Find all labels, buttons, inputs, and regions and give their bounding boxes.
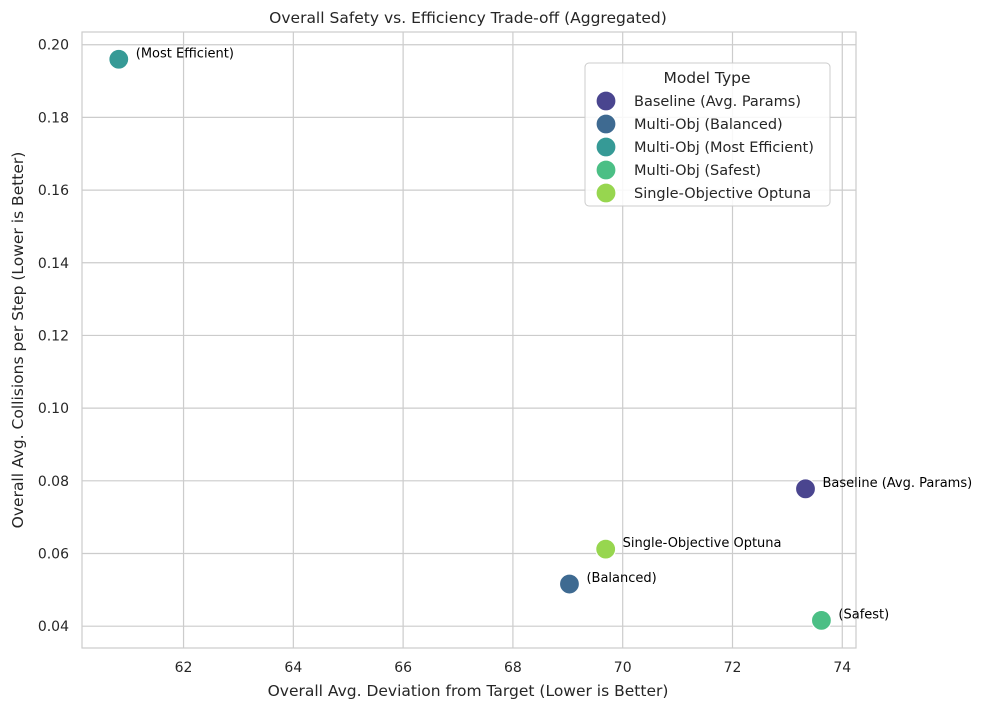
data-point xyxy=(108,48,130,70)
x-tick-label: 64 xyxy=(284,660,302,676)
x-tick-label: 72 xyxy=(724,660,742,676)
legend-entry: Multi-Obj (Safest) xyxy=(634,163,761,179)
data-point xyxy=(558,573,581,595)
data-point xyxy=(794,478,817,500)
legend-marker xyxy=(595,136,617,158)
point-label: (Safest) xyxy=(838,607,889,622)
point-label: (Balanced) xyxy=(586,571,656,586)
legend: Model Type Baseline (Avg. Params) Multi-O… xyxy=(584,62,831,207)
y-axis-ticks: 0.04 0.06 0.08 0.10 0.12 0.14 0.16 0.18 0.20 xyxy=(38,38,69,635)
y-tick-label: 0.10 xyxy=(38,401,69,417)
y-tick-label: 0.18 xyxy=(38,110,69,126)
x-tick-label: 68 xyxy=(504,660,522,676)
x-axis-label: Overall Avg. Deviation from Target (Lowe… xyxy=(268,682,669,700)
data-points: Baseline (Avg. Params) (Balanced) (Most Ef… xyxy=(108,46,972,631)
legend-entry: Multi-Obj (Most Efficient) xyxy=(634,140,814,156)
x-axis-ticks: 62 64 66 68 70 72 74 xyxy=(175,660,852,676)
y-tick-label: 0.16 xyxy=(38,183,69,199)
legend-entry: Baseline (Avg. Params) xyxy=(634,94,801,110)
data-point xyxy=(595,538,617,560)
y-tick-label: 0.06 xyxy=(38,547,69,563)
x-tick-label: 62 xyxy=(175,660,193,676)
x-tick-label: 66 xyxy=(394,660,412,676)
legend-marker xyxy=(595,90,617,112)
point-label: Baseline (Avg. Params) xyxy=(822,476,972,491)
x-tick-label: 70 xyxy=(614,660,632,676)
legend-entry: Multi-Obj (Balanced) xyxy=(634,117,783,133)
point-label: Single-Objective Optuna xyxy=(623,536,782,551)
chart-title: Overall Safety vs. Efficiency Trade-off … xyxy=(269,9,667,27)
legend-marker xyxy=(595,182,617,204)
y-tick-label: 0.04 xyxy=(38,619,69,635)
plot-frame xyxy=(81,31,857,649)
legend-title: Model Type xyxy=(663,69,750,87)
y-axis-label: Overall Avg. Collisions per Step (Lower … xyxy=(9,152,27,529)
legend-box xyxy=(584,62,831,207)
y-tick-label: 0.08 xyxy=(38,474,69,490)
point-label: (Most Efficient) xyxy=(136,46,234,61)
data-point xyxy=(810,609,833,631)
x-tick-label: 74 xyxy=(833,660,851,676)
legend-marker xyxy=(595,113,617,135)
legend-entry: Single-Objective Optuna xyxy=(634,186,811,202)
y-tick-label: 0.20 xyxy=(38,38,69,54)
y-tick-label: 0.12 xyxy=(38,328,69,344)
legend-marker xyxy=(595,159,617,181)
y-tick-label: 0.14 xyxy=(38,256,69,272)
